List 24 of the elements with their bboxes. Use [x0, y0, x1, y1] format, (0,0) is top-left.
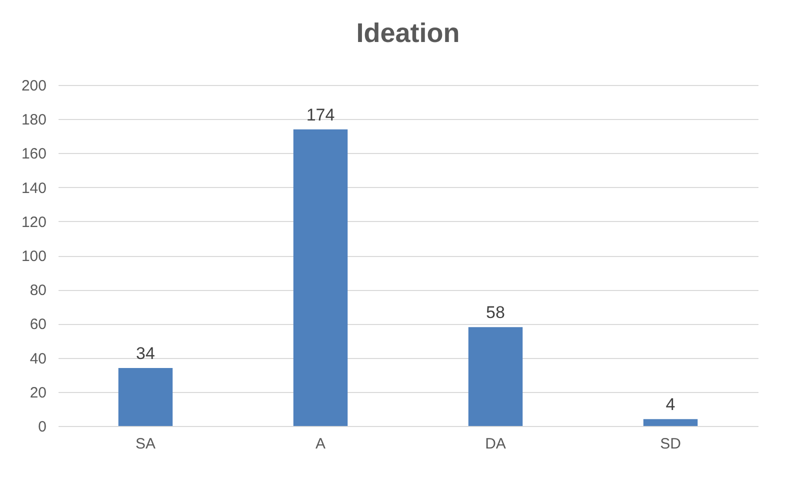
x-tick-label: A [315, 436, 326, 452]
data-label: 4 [666, 395, 676, 414]
bar [293, 129, 348, 426]
bar [643, 419, 698, 426]
y-tick-label: 20 [30, 384, 46, 402]
data-label: 34 [136, 344, 155, 364]
data-label: 58 [486, 303, 505, 322]
y-tick-label: 160 [21, 146, 46, 163]
chart-title: Ideation [356, 18, 460, 48]
y-tick-label: 100 [21, 248, 46, 265]
bar [468, 327, 523, 426]
y-tick-label: 200 [21, 78, 46, 94]
y-tick-label: 180 [21, 112, 46, 129]
y-tick-label: 40 [30, 350, 46, 368]
data-label: 174 [306, 105, 335, 124]
bar [118, 368, 173, 426]
y-tick-label: 120 [21, 214, 46, 231]
x-tick-label: SD [660, 436, 682, 452]
y-tick-label: 80 [30, 282, 46, 300]
y-tick-label: 60 [30, 316, 46, 334]
y-tick-label: 140 [21, 180, 46, 197]
y-tick-label: 0 [38, 418, 46, 436]
x-tick-label: DA [485, 436, 506, 452]
x-tick-label: SA [135, 436, 156, 452]
